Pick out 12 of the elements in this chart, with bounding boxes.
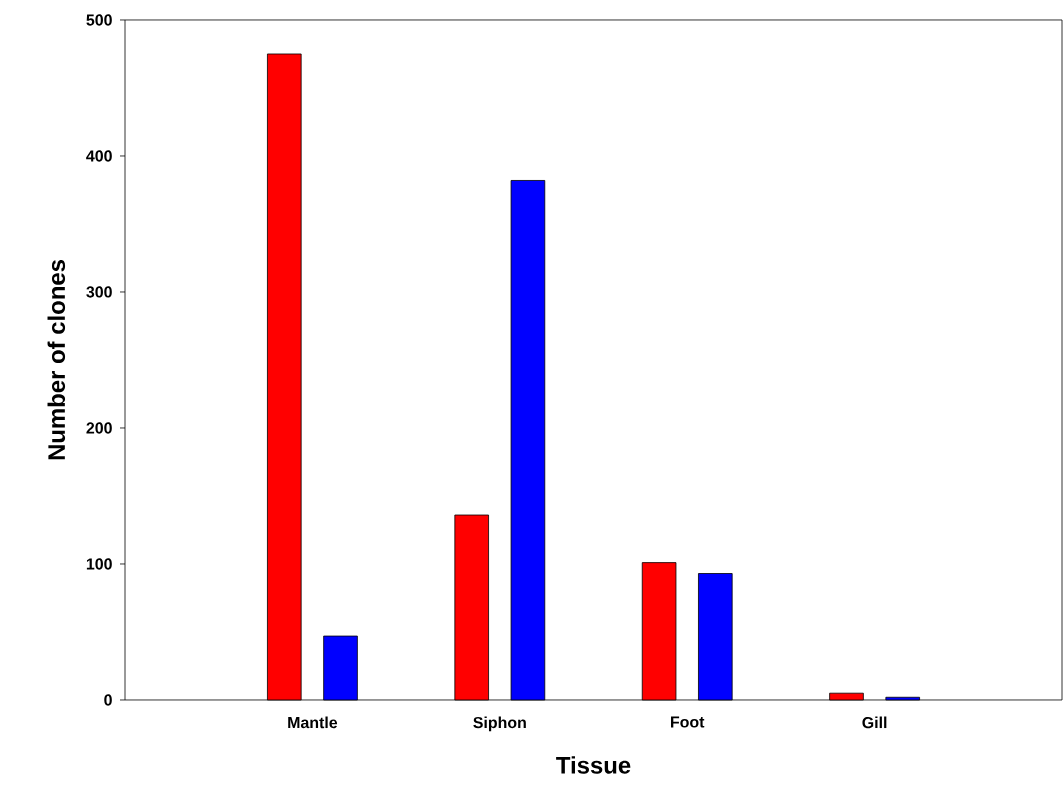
y-tick-label: 200 — [86, 422, 112, 434]
x-tick-label: Gill — [862, 716, 887, 729]
y-axis-title: Number of clones — [47, 260, 66, 460]
y-tick-label: 100 — [86, 558, 112, 570]
y-tick-label: 0 — [104, 694, 112, 706]
x-axis-title: Tissue — [556, 756, 631, 774]
x-tick-label: Foot — [671, 716, 705, 728]
x-tick-label: Mantle — [288, 716, 338, 729]
y-tick-label: 400 — [86, 150, 112, 162]
y-tick-label: 500 — [86, 14, 112, 26]
x-tick-label: Siphon — [473, 716, 526, 732]
y-tick-label: 300 — [86, 286, 112, 298]
